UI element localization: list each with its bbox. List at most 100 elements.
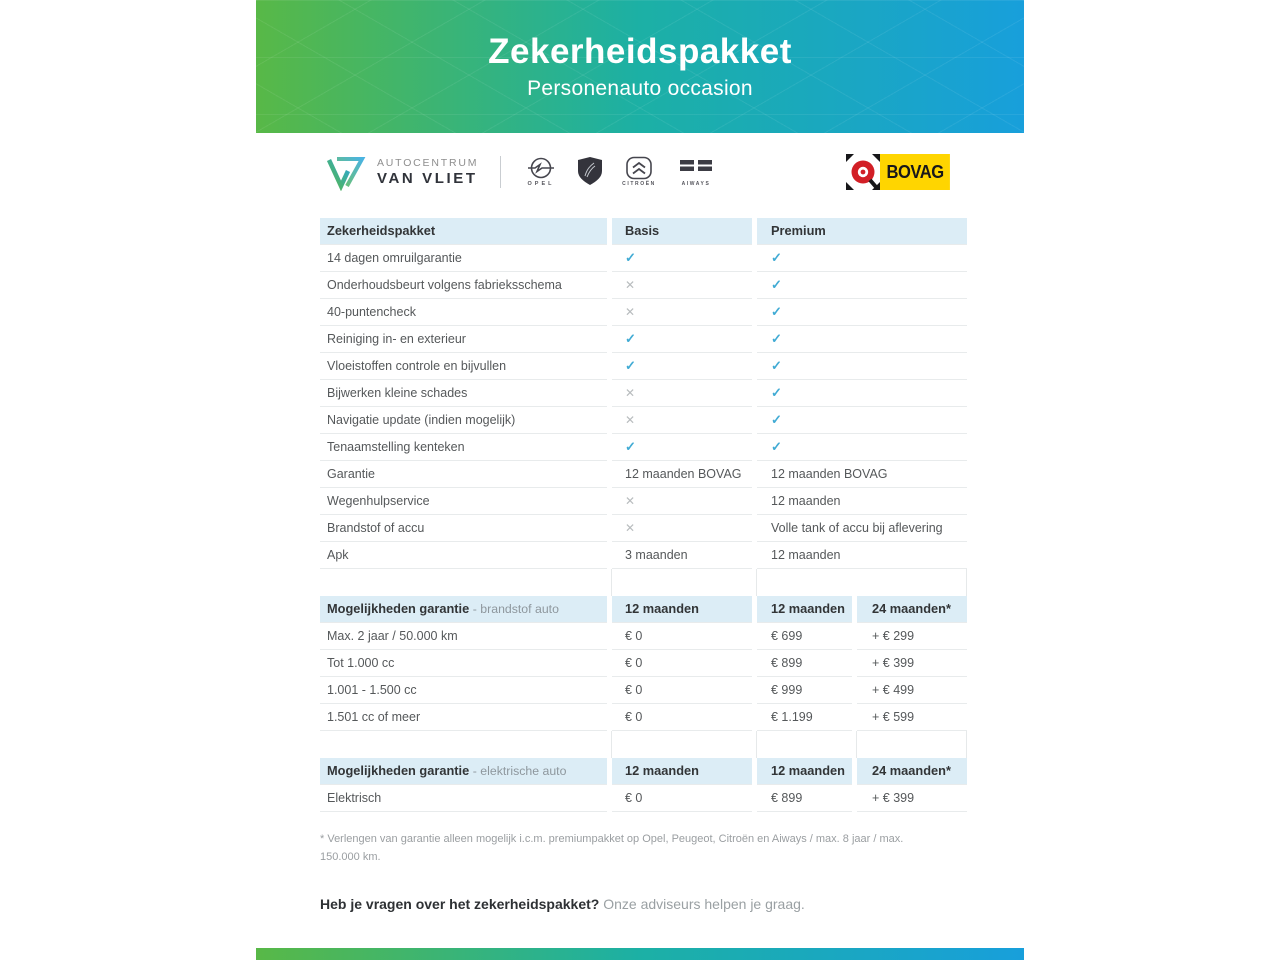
column-header: 12 maanden	[757, 596, 852, 623]
price-cell: € 999	[757, 677, 852, 704]
status-cell: ✓	[757, 272, 967, 299]
fuel-table-header: Mogelijkheden garantie - brandstof auto …	[320, 596, 967, 623]
feature-label: 14 dagen omruilgarantie	[320, 245, 607, 272]
price-cell: € 899	[757, 650, 852, 677]
price-cell: + € 599	[857, 704, 967, 731]
status-cell: ✕	[612, 380, 752, 407]
aiways-logo-icon: AIWAYS	[675, 156, 717, 187]
price-cell: + € 299	[857, 623, 967, 650]
dealer-name-top: AUTOCENTRUM	[377, 156, 479, 169]
feature-label: Reiniging in- en exterieur	[320, 326, 607, 353]
footnote-line1: * Verlengen van garantie alleen mogelijk…	[320, 833, 904, 845]
dealer-logo: AUTOCENTRUM VAN VLIET	[324, 153, 478, 191]
column-header-premium: Premium	[757, 218, 967, 245]
table-row: Max. 2 jaar / 50.000 km € 0 € 699 + € 29…	[320, 623, 967, 650]
page-title: Zekerheidspakket	[488, 32, 792, 71]
bovag-wheel-icon	[845, 153, 880, 190]
column-header: 12 maanden	[612, 596, 752, 623]
price-cell: + € 399	[857, 650, 967, 677]
electric-table-header: Mogelijkheden garantie - elektrische aut…	[320, 758, 967, 785]
footnote-line2: 150.000 km.	[320, 851, 381, 864]
van-vliet-logo-icon	[326, 156, 366, 191]
status-cell: 3 maanden	[612, 542, 752, 569]
price-cell: € 1.199	[757, 704, 852, 731]
brand-logos: OPEL CITROËN	[521, 156, 717, 187]
table-row: Bijwerken kleine schades ✕ ✓	[320, 380, 967, 407]
feature-label: Tot 1.000 cc	[320, 650, 607, 677]
price-cell: € 899	[757, 785, 852, 812]
question-rest: Onze adviseurs helpen je graag.	[603, 896, 805, 913]
status-cell: Volle tank of accu bij aflevering	[757, 515, 967, 542]
status-cell: ✕	[612, 272, 752, 299]
status-cell: ✕	[612, 488, 752, 515]
electric-table-title: Mogelijkheden garantie - elektrische aut…	[320, 758, 607, 785]
footnote: * Verlengen van garantie alleen mogelijk…	[320, 830, 960, 866]
feature-label: 1.001 - 1.500 cc	[320, 677, 607, 704]
peugeot-logo-icon	[577, 156, 603, 187]
dealer-name: AUTOCENTRUM VAN VLIET	[377, 157, 478, 187]
table-row: 40-puntencheck ✕ ✓	[320, 299, 967, 326]
svg-text:OPEL: OPEL	[528, 181, 555, 187]
feature-label: Wegenhulpservice	[320, 488, 607, 515]
bovag-logo: BOVAG	[845, 153, 956, 190]
table-row: Navigatie update (indien mogelijk) ✕ ✓	[320, 407, 967, 434]
column-header-basis: Basis	[612, 218, 752, 245]
package-table-title: Zekerheidspakket	[320, 218, 607, 245]
status-cell: 12 maanden BOVAG	[612, 461, 752, 488]
status-cell: ✕	[612, 299, 752, 326]
price-cell: € 0	[612, 677, 752, 704]
closing-question: Heb je vragen over het zekerheidspakket?…	[320, 896, 1024, 912]
table-row: Tot 1.000 cc € 0 € 899 + € 399	[320, 650, 967, 677]
column-header: 12 maanden	[757, 758, 852, 785]
table-row: 1.501 cc of meer € 0 € 1.199 + € 599	[320, 704, 967, 731]
table-row: Tenaamstelling kenteken ✓ ✓	[320, 434, 967, 461]
price-cell: € 0	[612, 704, 752, 731]
divider	[500, 155, 502, 188]
header-banner: Zekerheidspakket Personenauto occasion	[256, 0, 1024, 133]
table-row: Brandstof of accu ✕ Volle tank of accu b…	[320, 515, 967, 542]
price-cell: + € 399	[857, 785, 967, 812]
citroen-logo-icon: CITROËN	[619, 156, 659, 187]
feature-label: 1.501 cc of meer	[320, 704, 607, 731]
price-cell: + € 499	[857, 677, 967, 704]
dealer-name-bottom: VAN VLIET	[377, 169, 478, 187]
flyer-page: Zekerheidspakket Personenauto occasion A…	[256, 0, 1024, 960]
feature-label: Apk	[320, 542, 607, 569]
fuel-table-title: Mogelijkheden garantie - brandstof auto	[320, 596, 607, 623]
svg-text:CITROËN: CITROËN	[622, 180, 656, 187]
feature-label: Elektrisch	[320, 785, 607, 812]
comparison-tables: Zekerheidspakket Basis Premium 14 dagen …	[320, 218, 967, 812]
status-cell: ✓	[757, 245, 967, 272]
feature-label: Brandstof of accu	[320, 515, 607, 542]
package-table-header: Zekerheidspakket Basis Premium	[320, 218, 967, 245]
status-cell: 12 maanden	[757, 542, 967, 569]
footer-gradient-bar	[256, 948, 1024, 960]
status-cell: ✓	[612, 434, 752, 461]
question-bold: Heb je vragen over het zekerheidspakket?	[320, 896, 600, 913]
price-cell: € 699	[757, 623, 852, 650]
status-cell: ✓	[757, 380, 967, 407]
table-row: Elektrisch € 0 € 899 + € 399	[320, 785, 967, 812]
status-cell: ✓	[757, 353, 967, 380]
table-row: Vloeistoffen controle en bijvullen ✓ ✓	[320, 353, 967, 380]
table-spacer	[320, 569, 967, 596]
bovag-wordmark: BOVAG	[879, 153, 950, 190]
column-header: 24 maanden*	[857, 596, 967, 623]
table-row: Apk 3 maanden 12 maanden	[320, 542, 967, 569]
feature-label: Garantie	[320, 461, 607, 488]
column-header: 24 maanden*	[857, 758, 967, 785]
table-spacer	[320, 731, 967, 758]
price-cell: € 0	[612, 785, 752, 812]
status-cell: ✓	[757, 326, 967, 353]
feature-label: Tenaamstelling kenteken	[320, 434, 607, 461]
svg-text:AIWAYS: AIWAYS	[682, 181, 711, 187]
status-cell: ✓	[612, 245, 752, 272]
price-cell: € 0	[612, 623, 752, 650]
feature-label: Max. 2 jaar / 50.000 km	[320, 623, 607, 650]
feature-label: Navigatie update (indien mogelijk)	[320, 407, 607, 434]
status-cell: ✓	[612, 353, 752, 380]
opel-logo-icon: OPEL	[521, 156, 561, 187]
status-cell: ✓	[757, 407, 967, 434]
table-row: Onderhoudsbeurt volgens fabrieksschema ✕…	[320, 272, 967, 299]
table-row: 14 dagen omruilgarantie ✓ ✓	[320, 245, 967, 272]
